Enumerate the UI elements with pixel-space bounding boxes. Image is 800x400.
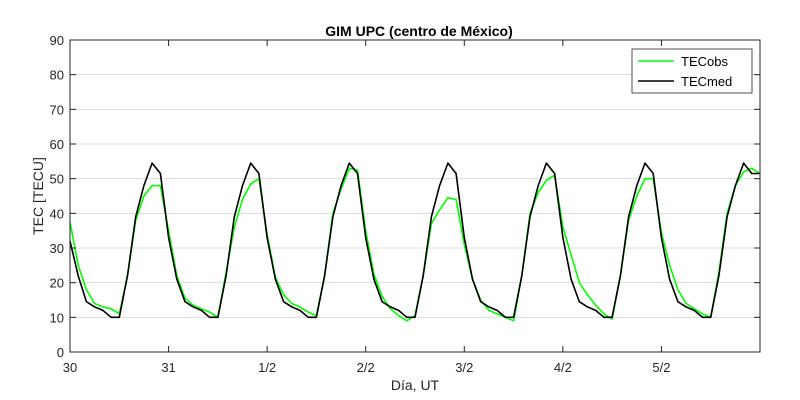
x-tick-label: 31 [161, 360, 175, 375]
y-tick-label: 80 [50, 68, 64, 83]
y-tick-label: 90 [50, 33, 64, 48]
x-tick-label: 5/2 [652, 360, 670, 375]
y-tick-label: 20 [50, 276, 64, 291]
y-tick-label: 60 [50, 137, 64, 152]
legend-label-tecmed: TECmed [681, 74, 732, 89]
y-axis-label: TEC [TECU] [30, 157, 46, 235]
y-tick-label: 30 [50, 241, 64, 256]
x-tick-label: 30 [63, 360, 77, 375]
y-tick-label: 40 [50, 206, 64, 221]
x-tick-label: 1/2 [258, 360, 276, 375]
x-tick-label: 4/2 [554, 360, 572, 375]
series-lines [69, 162, 761, 322]
gridlines [70, 74, 760, 318]
y-tick-label: 70 [50, 102, 64, 117]
y-axis-ticks: 0 10 20 30 40 50 60 70 80 90 [50, 33, 760, 360]
plot-frame [69, 39, 761, 353]
y-tick-label: 50 [50, 172, 64, 187]
series-line-tecmed [69, 162, 760, 319]
chart-title: GIM UPC (centro de México) [325, 23, 512, 39]
y-tick-label: 10 [50, 310, 64, 325]
x-tick-label: 3/2 [455, 360, 473, 375]
legend-box [631, 48, 753, 94]
y-tick-label: 0 [57, 345, 64, 360]
x-axis-ticks: 30 31 1/2 2/2 3/2 4/2 5/2 [63, 40, 670, 375]
legend: TECobs TECmed [631, 48, 753, 94]
x-tick-label: 2/2 [357, 360, 375, 375]
legend-label-tecobs: TECobs [681, 54, 728, 69]
x-axis-label: Día, UT [391, 377, 440, 393]
